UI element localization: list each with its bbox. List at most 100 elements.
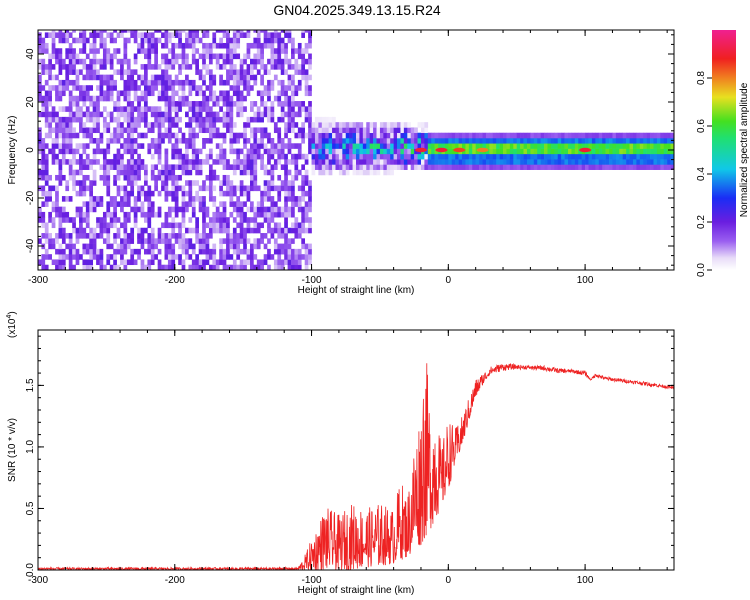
heatmap-cell <box>232 164 237 170</box>
heatmap-cell <box>116 90 121 97</box>
heatmap-cell <box>215 116 220 123</box>
heatmap-cell <box>226 116 230 123</box>
heatmap-cell <box>150 211 155 218</box>
heatmap-cell <box>140 185 145 192</box>
heatmap-cell <box>188 180 193 186</box>
heatmap-cell <box>161 85 165 91</box>
heatmap-cell <box>325 138 329 144</box>
heatmap-cell <box>38 58 42 65</box>
heatmap-cell <box>232 74 237 81</box>
heatmap-cell <box>58 79 63 86</box>
heatmap-cell <box>308 37 312 44</box>
heatmap-cell <box>161 74 165 81</box>
heatmap-cell <box>236 37 241 44</box>
heatmap-cell <box>226 74 230 81</box>
heatmap-cell <box>243 248 247 255</box>
heatmap-cell <box>195 190 200 197</box>
heatmap-cell <box>263 106 268 112</box>
heatmap-cell <box>660 159 665 165</box>
heatmap-cell <box>202 90 206 97</box>
heatmap-cell <box>250 101 254 107</box>
heatmap-cell <box>191 259 196 266</box>
heatmap-cell <box>202 227 206 234</box>
heatmap-cell <box>537 143 541 149</box>
heatmap-cell <box>123 185 128 192</box>
heatmap-cell <box>373 127 377 134</box>
heatmap-cell <box>465 143 470 149</box>
heatmap-cell <box>116 159 121 165</box>
heatmap-cell <box>455 153 459 160</box>
heatmap-cell <box>99 37 104 44</box>
heatmap-cell <box>328 159 333 165</box>
heatmap-cell <box>239 169 244 176</box>
heatmap-cell <box>102 95 107 102</box>
heatmap-cell <box>246 222 251 229</box>
heatmap-cell <box>123 30 128 33</box>
heatmap-cell <box>205 30 210 33</box>
heatmap-cell <box>75 169 80 176</box>
heatmap-cell <box>195 233 200 239</box>
heatmap-cell <box>414 132 418 139</box>
heatmap-cell <box>205 138 210 144</box>
heatmap-cell <box>195 37 200 44</box>
heatmap-cell <box>72 264 76 270</box>
heatmap-cell <box>301 243 306 250</box>
heatmap-cell <box>68 116 73 123</box>
heatmap-cell <box>41 148 46 155</box>
heatmap-cell <box>414 148 418 155</box>
heatmap-cell <box>280 101 285 107</box>
heatmap-cell <box>154 58 158 65</box>
heatmap-cell <box>150 164 155 170</box>
heatmap-cell <box>349 132 353 139</box>
heatmap-cell <box>321 159 326 165</box>
heatmap-cell <box>41 37 46 44</box>
heatmap-cell <box>270 48 275 54</box>
heatmap-cell <box>301 101 306 107</box>
heatmap-cell <box>568 164 572 170</box>
heatmap-cell <box>188 37 193 44</box>
heatmap-cell <box>260 164 264 170</box>
heatmap-cell <box>133 222 138 229</box>
heatmap-cell <box>267 211 271 218</box>
heatmap-cell <box>89 243 94 250</box>
heatmap-cell <box>38 48 42 54</box>
heatmap-cell <box>520 138 524 144</box>
heatmap-cell <box>280 58 285 65</box>
heatmap-cell <box>615 138 620 144</box>
heatmap-cell <box>444 159 449 165</box>
heatmap-cell <box>332 132 336 139</box>
heatmap-cell <box>212 132 217 139</box>
heatmap-cell <box>547 159 552 165</box>
heatmap-cell <box>485 153 490 160</box>
heatmap-cell <box>287 159 292 165</box>
heatmap-cell <box>147 190 152 197</box>
heatmap-cell <box>72 174 76 181</box>
heatmap-cell <box>96 248 100 255</box>
heatmap-cell <box>212 264 217 270</box>
heatmap-cell <box>277 48 282 54</box>
heatmap-cell <box>41 138 46 144</box>
heatmap-cell <box>61 106 66 112</box>
heatmap-cell <box>379 127 384 134</box>
heatmap-cell <box>291 122 295 128</box>
heatmap-cell <box>369 143 374 149</box>
heatmap-cell <box>161 185 165 192</box>
heatmap-cell <box>72 217 76 223</box>
heatmap-cell <box>51 48 56 54</box>
heatmap-cell <box>509 148 514 155</box>
heatmap-cell <box>191 211 196 218</box>
heatmap-cell <box>643 159 647 165</box>
heatmap-cell <box>75 95 80 102</box>
heatmap-cell <box>147 238 152 244</box>
heatmap-cell <box>130 69 135 75</box>
heatmap-cell <box>479 132 483 139</box>
heatmap-cell <box>239 111 244 118</box>
heatmap-cell <box>208 95 213 102</box>
heatmap-cell <box>147 217 152 223</box>
heatmap-cell <box>126 148 131 155</box>
heatmap-cell <box>226 32 230 38</box>
heatmap-cell <box>68 101 73 107</box>
heatmap-cell <box>304 153 309 160</box>
heatmap-cell <box>314 132 319 139</box>
heatmap-cell <box>178 85 182 91</box>
